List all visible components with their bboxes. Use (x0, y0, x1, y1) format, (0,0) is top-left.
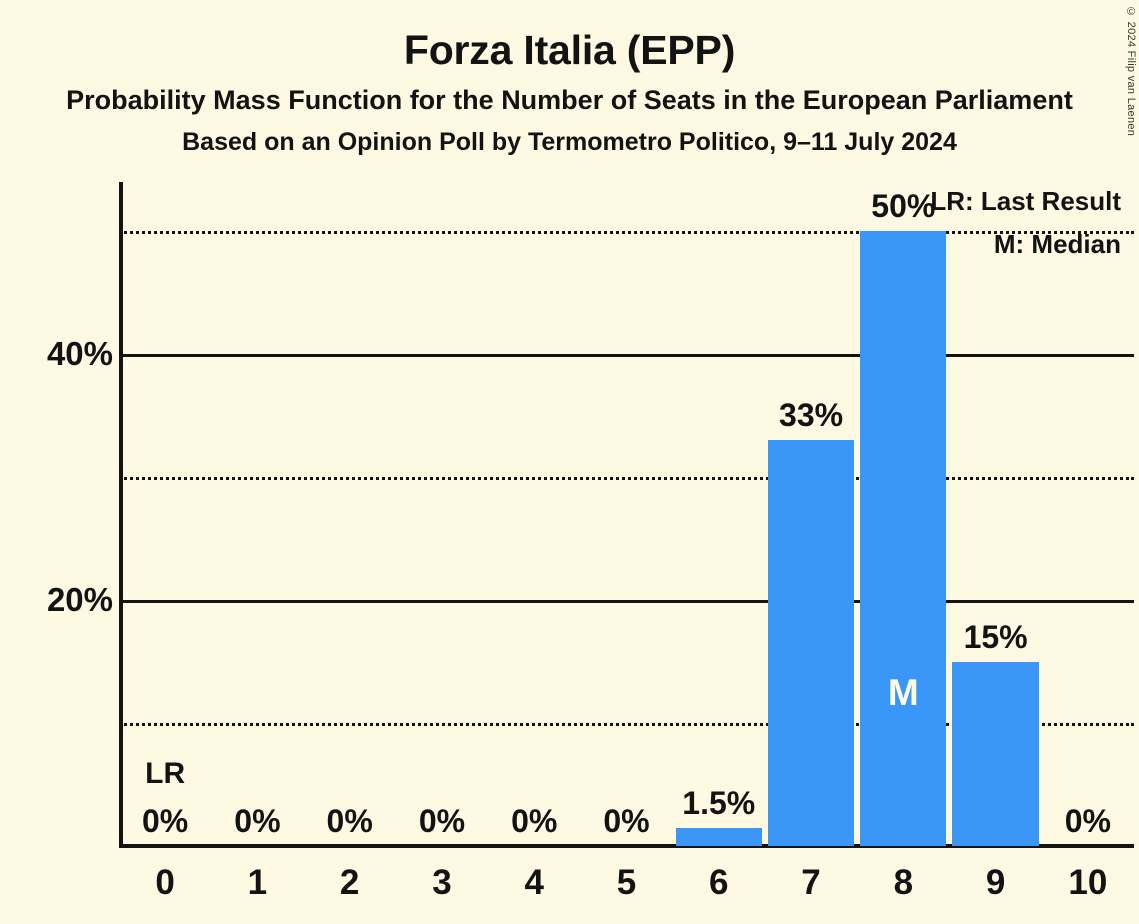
bar-seat-4[interactable]: 0% (488, 180, 580, 846)
bar-value-label-seat-7: 33% (779, 397, 844, 434)
x-tick-label-6: 6 (709, 863, 729, 902)
bar-seat-10[interactable]: 0% (1042, 180, 1134, 846)
bar-seat-7[interactable]: 33% (765, 180, 857, 846)
x-tick-label-3: 3 (432, 863, 452, 902)
legend-entry-median: M: Median (993, 229, 1121, 259)
x-tick-label-7: 7 (801, 863, 821, 902)
bar-value-label-seat-4: 0% (511, 803, 558, 839)
gridline-10 (119, 723, 1134, 726)
bar-series: 0% LR 0% 0% 0% 0% 0% 1.5% 33% 50% M 15% 0% (119, 182, 1134, 848)
x-tick-label-4: 4 (524, 863, 544, 902)
x-axis (119, 844, 1134, 848)
bar-seat-9[interactable]: 15% (949, 180, 1041, 846)
x-tick-label-5: 5 (616, 863, 637, 902)
bar-value-label-seat-6: 1.5% (682, 784, 756, 821)
title-block: Forza Italia (EPP) Probability Mass Func… (0, 0, 1139, 158)
y-tick-label-20: 20% (46, 581, 113, 618)
bar-value-label-seat-9: 15% (963, 618, 1028, 655)
x-tick-label-8: 8 (893, 863, 914, 902)
gridline-50 (119, 231, 1134, 234)
chart-subtitle: Probability Mass Function for the Number… (66, 85, 1073, 115)
bar-value-label-seat-3: 0% (418, 803, 466, 839)
y-tick-label-40: 40% (46, 335, 113, 372)
bar-seat-5[interactable]: 0% (580, 180, 672, 846)
x-tick-label-1: 1 (247, 863, 268, 902)
bar-seat-8[interactable]: 50% M (857, 180, 949, 846)
plot-area: 40% 20% 0% LR 0% 0% 0% 0% 0% 1.5% 33% 50% M 15% 0% (47, 182, 1134, 848)
copyright-notice: © 2024 Filip van Laenen (1125, 6, 1137, 137)
x-tick-label-0: 0 (155, 863, 175, 902)
page-title: Forza Italia (EPP) (403, 27, 736, 73)
gridline-20 (119, 600, 1134, 603)
x-tick-label-2: 2 (339, 863, 360, 902)
bar-seat-6[interactable]: 1.5% (673, 180, 765, 846)
bar-rect-seat-6 (675, 827, 762, 846)
chart-legend: LR: Last Result M: Median (930, 184, 1121, 261)
chart-source-line: Based on an Opinion Poll by Termometro P… (182, 128, 957, 156)
bar-rect-seat-7 (767, 440, 855, 846)
bar-seat-1[interactable]: 0% (211, 180, 303, 846)
bar-seat-2[interactable]: 0% (304, 180, 396, 846)
bar-value-label-seat-10: 0% (1064, 803, 1111, 839)
bar-rect-seat-8 (860, 231, 947, 846)
bar-value-label-seat-5: 0% (603, 803, 650, 839)
bar-seat-3[interactable]: 0% (396, 180, 488, 846)
last-result-marker: LR (145, 757, 186, 790)
legend-entry-last-result: LR: Last Result (930, 186, 1121, 216)
bar-value-label-seat-0: 0% (142, 803, 189, 839)
bar-value-label-seat-1: 0% (234, 803, 281, 839)
x-tick-label-10: 10 (1068, 863, 1108, 902)
x-tick-label-9: 9 (985, 863, 1006, 902)
bar-value-label-seat-2: 0% (326, 803, 373, 839)
bar-seat-0[interactable]: 0% LR (119, 180, 211, 846)
gridline-40 (119, 354, 1134, 357)
bar-value-label-seat-8: 50% (871, 188, 936, 224)
median-marker: M (887, 672, 919, 713)
bar-rect-seat-9 (952, 661, 1039, 846)
y-axis (119, 182, 123, 848)
gridline-30 (119, 477, 1134, 480)
x-axis-tick-labels: 0 1 2 3 4 5 6 7 8 9 10 (119, 862, 1134, 918)
